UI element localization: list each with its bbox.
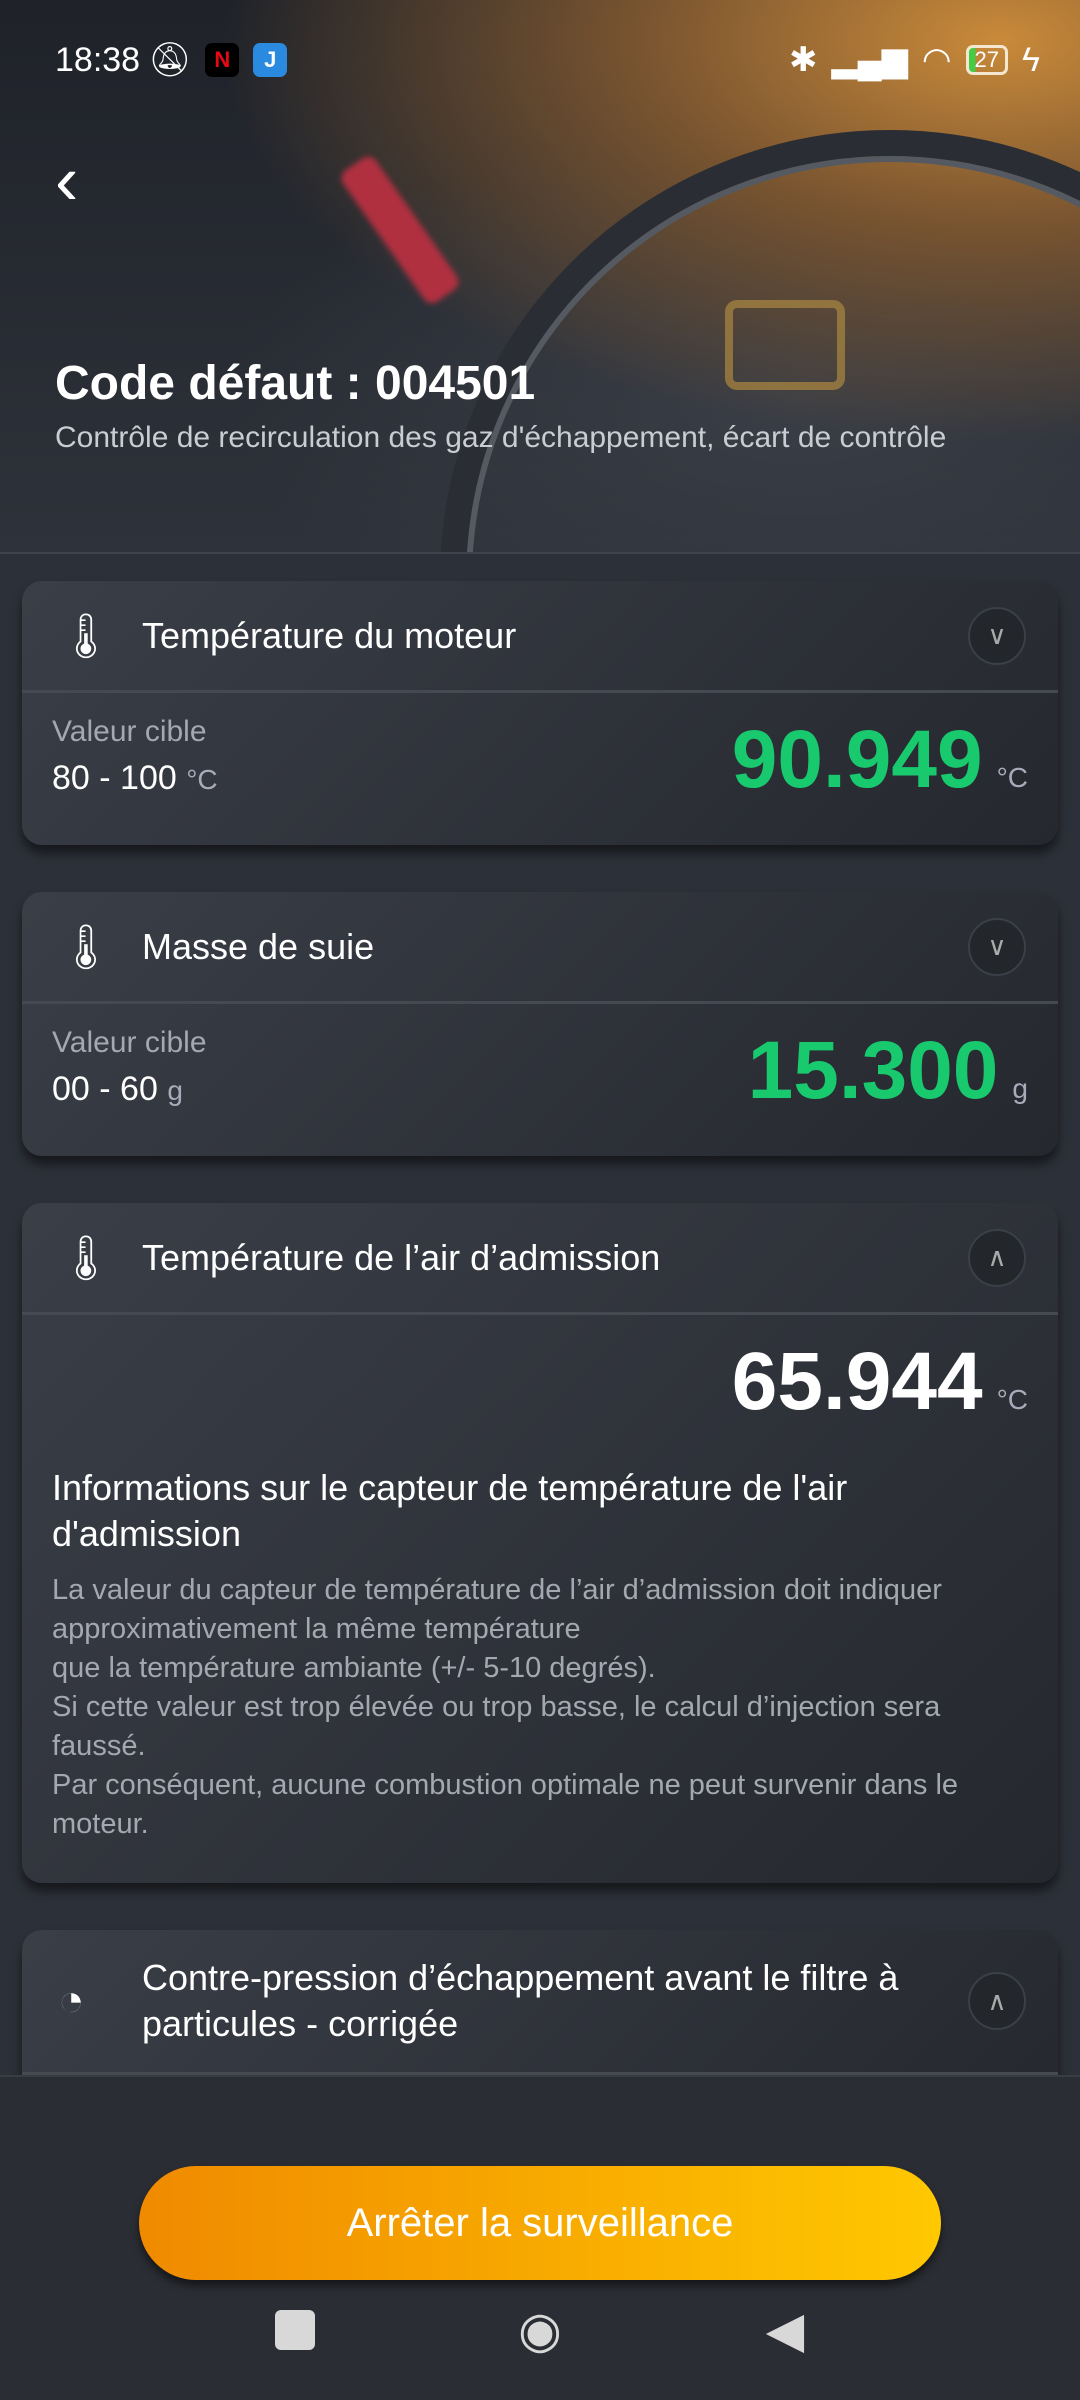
home-icon[interactable]: ◉ [518, 2302, 562, 2358]
card-soot-mass: 🌡︎ Masse de suie ∨ Valeur cible 00 - 60 … [22, 892, 1058, 1156]
divider [0, 552, 1080, 554]
netflix-icon: N [205, 43, 240, 77]
card-title: Contre-pression d’échappement avant le f… [142, 1957, 899, 2044]
target-label: Valeur cible [52, 715, 207, 748]
recents-icon[interactable] [265, 2300, 325, 2360]
chevron-up-icon[interactable]: ∧ [968, 1228, 1026, 1287]
thermometer-icon: 🌡︎ [58, 922, 114, 972]
chevron-up-icon[interactable]: ∧ [968, 1972, 1026, 2030]
charging-icon: ϟ [1022, 40, 1040, 79]
battery-icon: 27 [965, 45, 1008, 75]
target-label: Valeur cible [52, 1026, 207, 1059]
chevron-down-icon[interactable]: ∨ [968, 917, 1026, 976]
stop-monitoring-button[interactable]: Arrêter la surveillance [139, 2166, 941, 2280]
status-bar: 18:38 🔕︎ N J ✱ ▂▄▆ ◠ 27 ϟ [55, 36, 1040, 84]
current-value: 90.949 °C [731, 714, 1028, 805]
card-header[interactable]: 🌡︎ Masse de suie ∨ [22, 892, 1058, 1004]
header-background [0, 0, 1080, 553]
card-title: Température de l’air d’admission [142, 1236, 661, 1278]
card-header[interactable]: 🌡︎ Température de l’air d’admission ∧ [22, 1203, 1058, 1315]
current-value: 65.944 °C [731, 1336, 1028, 1427]
card-title: Masse de suie [142, 925, 375, 967]
wifi-icon: ◠ [921, 41, 952, 79]
card-title: Température du moteur [142, 614, 517, 656]
thermometer-icon: 🌡︎ [58, 1233, 114, 1283]
card-header[interactable]: ◔ Contre-pression d’échappement avant le… [22, 1930, 1058, 2075]
page-title: Code défaut : 004501 [55, 357, 536, 410]
bluetooth-icon: ✱ [788, 41, 818, 79]
target-range: 80 - 100 °C [52, 759, 218, 797]
chevron-down-icon[interactable]: ∨ [968, 606, 1026, 665]
info-text: La valeur du capteur de température de l… [52, 1574, 959, 1840]
info-title: Informations sur le capteur de températu… [52, 1467, 848, 1554]
check-engine-icon [725, 300, 845, 390]
app-icon: J [253, 43, 288, 77]
current-value: 15.300 g [747, 1025, 1028, 1116]
card-header[interactable]: 🌡︎ Température du moteur ∨ [22, 581, 1058, 693]
gauge-icon: ◔ [58, 1976, 85, 2025]
mute-icon: 🔕︎ [148, 41, 192, 79]
status-time: 18:38 [55, 40, 141, 79]
back-button[interactable]: ‹ [55, 141, 79, 219]
back-nav-icon[interactable]: ◀ [765, 2302, 805, 2358]
card-intake-air-temperature: 🌡︎ Température de l’air d’admission ∧ 65… [22, 1203, 1058, 1883]
needle-image [337, 152, 463, 308]
thermometer-icon: 🌡︎ [58, 611, 114, 661]
target-range: 00 - 60 g [52, 1070, 183, 1108]
page-subtitle: Contrôle de recirculation des gaz d'écha… [55, 421, 947, 454]
signal-icon: ▂▄▆ [831, 41, 908, 79]
card-engine-temperature: 🌡︎ Température du moteur ∨ Valeur cible … [22, 581, 1058, 845]
